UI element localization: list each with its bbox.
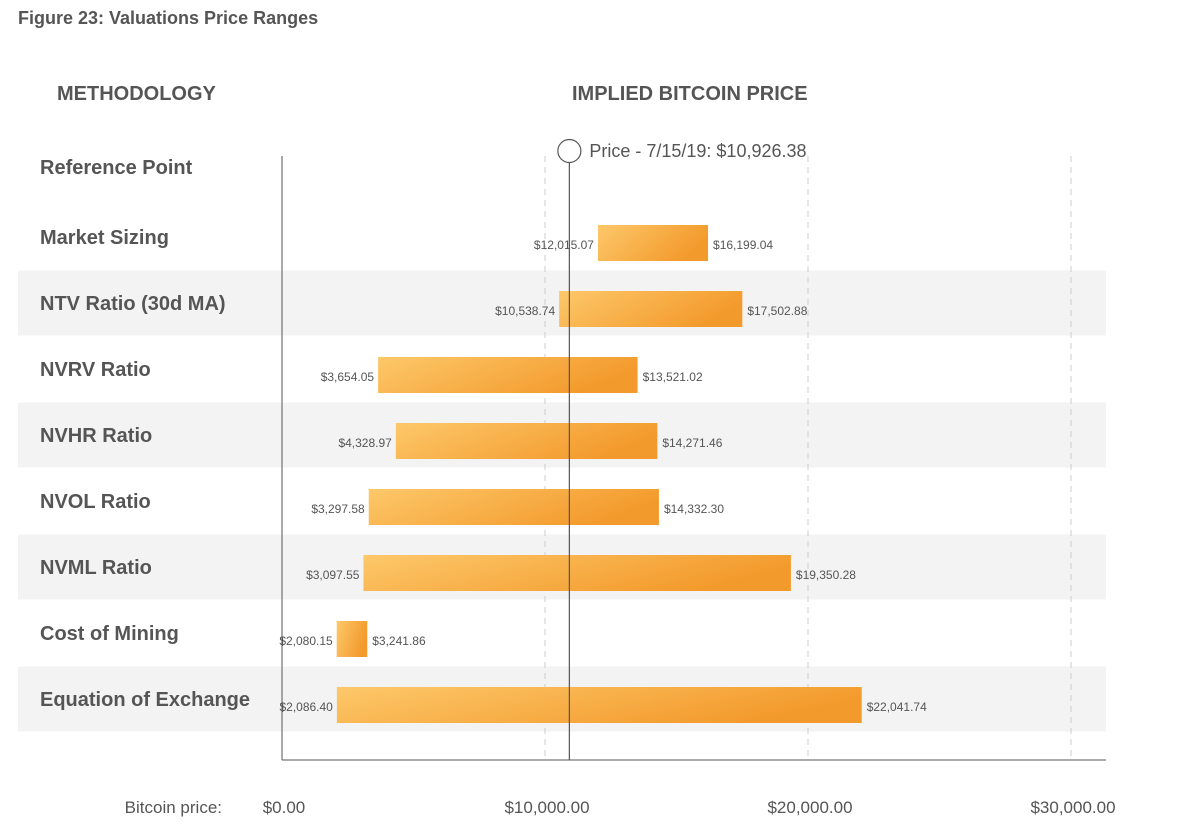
range-bar (368, 489, 659, 525)
bar-low-label: $3,297.58 (311, 502, 365, 516)
category-label: NVML Ratio (40, 557, 152, 579)
methodology-header: METHODOLOGY (57, 83, 216, 105)
range-bar (559, 291, 743, 327)
category-label: NVOL Ratio (40, 491, 151, 513)
bar-high-label: $17,502.88 (747, 304, 807, 318)
x-tick-label: $0.00 (263, 798, 306, 817)
bar-high-label: $13,521.02 (643, 370, 703, 384)
reference-row-label: Reference Point (40, 157, 193, 179)
category-label: NVHR Ratio (40, 425, 152, 447)
bar-low-label: $4,328.97 (338, 436, 392, 450)
category-label: Cost of Mining (40, 623, 179, 645)
bar-low-label: $3,654.05 (321, 370, 375, 384)
range-bar (395, 423, 658, 459)
bar-high-label: $14,271.46 (662, 436, 722, 450)
bar-high-label: $22,041.74 (867, 700, 927, 714)
category-label: Market Sizing (40, 227, 169, 249)
implied-price-header: IMPLIED BITCOIN PRICE (572, 83, 808, 105)
bar-high-label: $16,199.04 (713, 238, 773, 252)
range-bar (336, 621, 368, 657)
bar-low-label: $2,086.40 (279, 700, 333, 714)
x-tick-label: $10,000.00 (504, 798, 589, 817)
range-bar (378, 357, 638, 393)
range-bar (336, 687, 862, 723)
x-tick-label: $20,000.00 (767, 798, 852, 817)
bar-high-label: $14,332.30 (664, 502, 724, 516)
range-bar (597, 225, 709, 261)
bar-low-label: $3,097.55 (306, 568, 360, 582)
bar-low-label: $12,015.07 (534, 238, 594, 252)
reference-marker (557, 138, 582, 164)
category-label: NTV Ratio (30d MA) (40, 293, 226, 315)
x-axis-label: Bitcoin price: (125, 798, 222, 817)
reference-label: Price - 7/15/19: $10,926.38 (589, 141, 806, 161)
figure-title: Figure 23: Valuations Price Ranges (18, 8, 319, 28)
bar-high-label: $3,241.86 (372, 634, 426, 648)
bar-low-label: $10,538.74 (495, 304, 555, 318)
category-label: NVRV Ratio (40, 359, 151, 381)
bar-low-label: $2,080.15 (279, 634, 333, 648)
category-label: Equation of Exchange (40, 689, 250, 711)
range-bar (363, 555, 791, 591)
x-tick-label: $30,000.00 (1030, 798, 1115, 817)
bar-high-label: $19,350.28 (796, 568, 856, 582)
